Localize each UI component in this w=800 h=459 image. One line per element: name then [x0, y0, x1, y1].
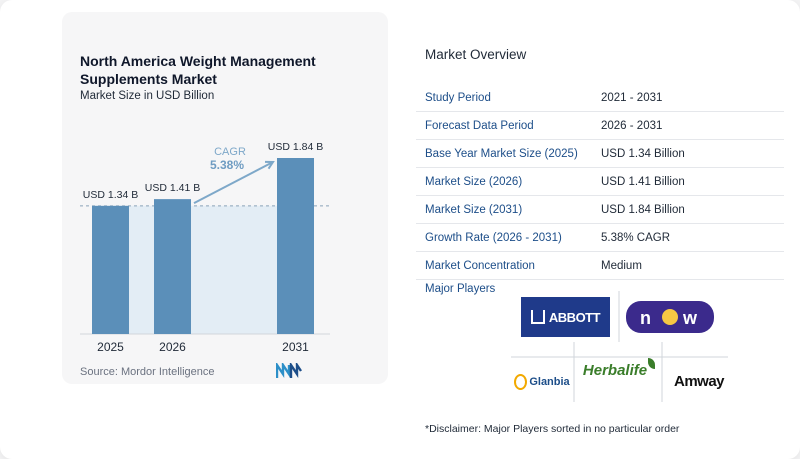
- glanbia-swirl-icon: [514, 374, 528, 390]
- bar-2025: [92, 205, 129, 334]
- major-players-title: Major Players: [425, 283, 496, 295]
- cagr-arrow: [193, 160, 275, 205]
- bar-2026: [154, 199, 191, 334]
- row-label: Market Concentration: [425, 259, 535, 272]
- x-tick-label: 2025: [97, 340, 124, 354]
- bar-2031: [277, 158, 314, 334]
- overview-row: Forecast Data Period 2026 - 2031: [416, 112, 784, 140]
- overview-row: Market Size (2031) USD 1.84 Billion: [416, 196, 784, 224]
- bar-value-label: USD 1.34 B: [83, 189, 138, 201]
- row-value: 5.38% CAGR: [601, 231, 671, 244]
- row-label: Market Size (2031): [425, 203, 523, 216]
- overview-row: Market Size (2026) USD 1.41 Billion: [416, 168, 784, 196]
- herbalife-leaf-icon: [648, 357, 656, 369]
- x-tick-label: 2026: [159, 340, 186, 354]
- herbalife-logo: Herbalife: [578, 352, 660, 388]
- trend-area: [129, 205, 277, 334]
- amway-logo-text: Amway: [673, 372, 725, 390]
- bar-value-label: USD 1.84 B: [268, 141, 323, 153]
- glanbia-logo: Glanbia: [514, 364, 570, 400]
- herbalife-logo-text: Herbalife: [582, 361, 648, 379]
- svg-text:n: n: [640, 308, 651, 328]
- abbott-symbol-icon: [530, 310, 545, 324]
- row-value: USD 1.34 Billion: [601, 147, 685, 160]
- bar-value-label: USD 1.41 B: [145, 182, 200, 194]
- svg-text:w: w: [682, 308, 698, 328]
- row-value: Medium: [601, 259, 642, 272]
- overview-row: Study Period 2021 - 2031: [416, 84, 784, 112]
- row-label: Study Period: [425, 91, 491, 104]
- overview-row: Growth Rate (2026 - 2031) 5.38% CAGR: [416, 224, 784, 252]
- row-label: Forecast Data Period: [425, 119, 534, 132]
- row-label: Market Size (2026): [425, 175, 523, 188]
- abbott-logo: ABBOTT: [521, 297, 610, 337]
- row-value: USD 1.41 Billion: [601, 175, 685, 188]
- row-label: Base Year Market Size (2025): [425, 147, 578, 160]
- disclaimer-text: *Disclaimer: Major Players sorted in no …: [425, 423, 680, 435]
- overview-title: Market Overview: [425, 47, 527, 62]
- row-value: 2021 - 2031: [601, 91, 663, 104]
- mordor-logo-icon: [276, 363, 302, 378]
- row-label: Growth Rate (2026 - 2031): [425, 231, 562, 244]
- now-foods-logo: n w: [625, 300, 715, 334]
- amway-logo: Amway: [668, 364, 730, 398]
- overview-row: Market Concentration Medium: [416, 252, 784, 280]
- chart-title: North America Weight Management Suppleme…: [80, 53, 316, 87]
- overview-row: Base Year Market Size (2025) USD 1.34 Bil…: [416, 140, 784, 168]
- glanbia-logo-text: Glanbia: [529, 376, 570, 388]
- x-tick-label: 2031: [282, 340, 309, 354]
- cagr-label: CAGR: [214, 146, 246, 158]
- overview-table: Study Period 2021 - 2031 Forecast Data Pe…: [416, 84, 784, 280]
- row-value: USD 1.84 Billion: [601, 203, 685, 216]
- abbott-logo-text: ABBOTT: [548, 309, 601, 325]
- now-foods-icon: n w: [626, 301, 714, 333]
- cagr-value: 5.38%: [210, 158, 244, 172]
- row-value: 2026 - 2031: [601, 119, 663, 132]
- source-text: Source: Mordor Intelligence: [80, 366, 215, 378]
- chart-subtitle: Market Size in USD Billion: [80, 90, 215, 102]
